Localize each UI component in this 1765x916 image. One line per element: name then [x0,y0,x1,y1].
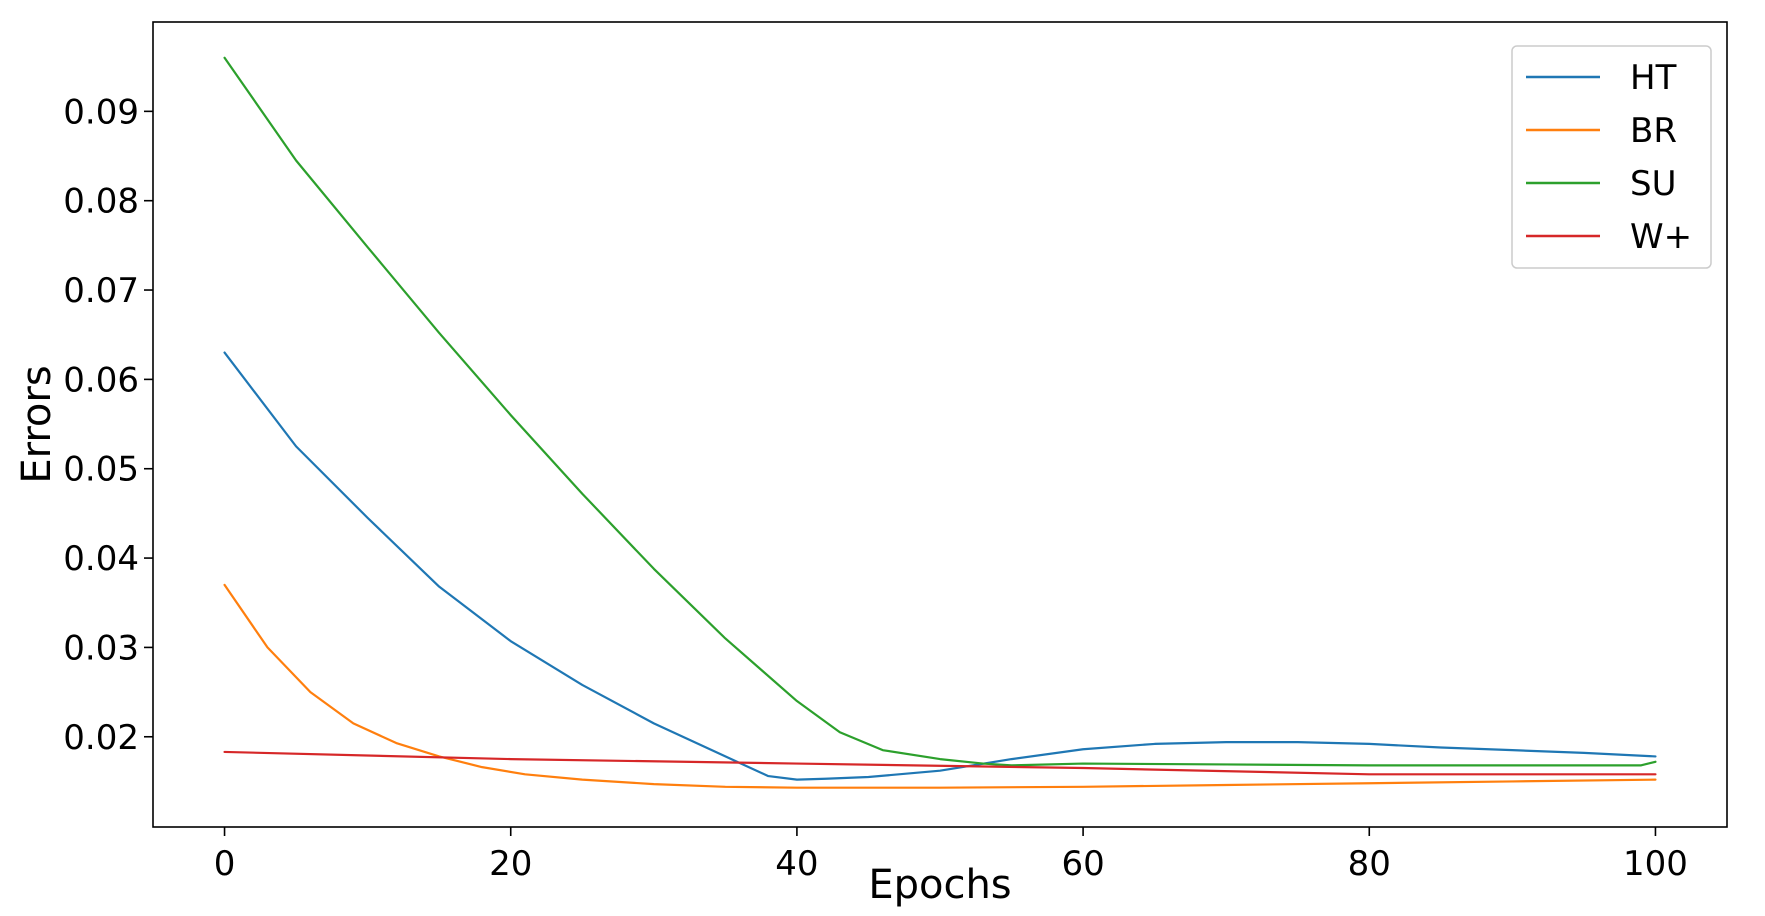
legend-label-ht: HT [1630,58,1677,98]
y-tick-label: 0.09 [63,92,139,132]
x-tick-label: 20 [489,844,532,884]
legend-box [1511,45,1712,269]
series-line-br [223,583,1657,789]
x-tick-label: 60 [1061,844,1104,884]
x-tick-label: 80 [1348,844,1391,884]
series-line-su [223,56,1657,767]
x-tick-label: 100 [1623,844,1688,884]
plot-frame [152,21,1728,828]
y-tick-label: 0.08 [63,182,139,222]
y-tick-label: 0.06 [63,360,139,400]
y-tick-label: 0.07 [63,271,139,311]
legend-label-br: BR [1630,111,1677,151]
y-tick-label: 0.02 [63,718,139,758]
x-tick-label: 40 [775,844,818,884]
legend-label-su: SU [1630,164,1676,204]
series-line-w-plus [223,750,1657,776]
legend-label-w-plus: W+ [1630,217,1692,257]
y-axis-title: Errors [14,365,60,483]
x-axis-title: Epochs [868,862,1011,908]
y-tick-label: 0.04 [63,539,139,579]
y-tick-label: 0.03 [63,628,139,668]
y-tick-label: 0.05 [63,450,139,490]
series-line-ht [223,351,1657,781]
x-tick-label: 0 [214,844,236,884]
